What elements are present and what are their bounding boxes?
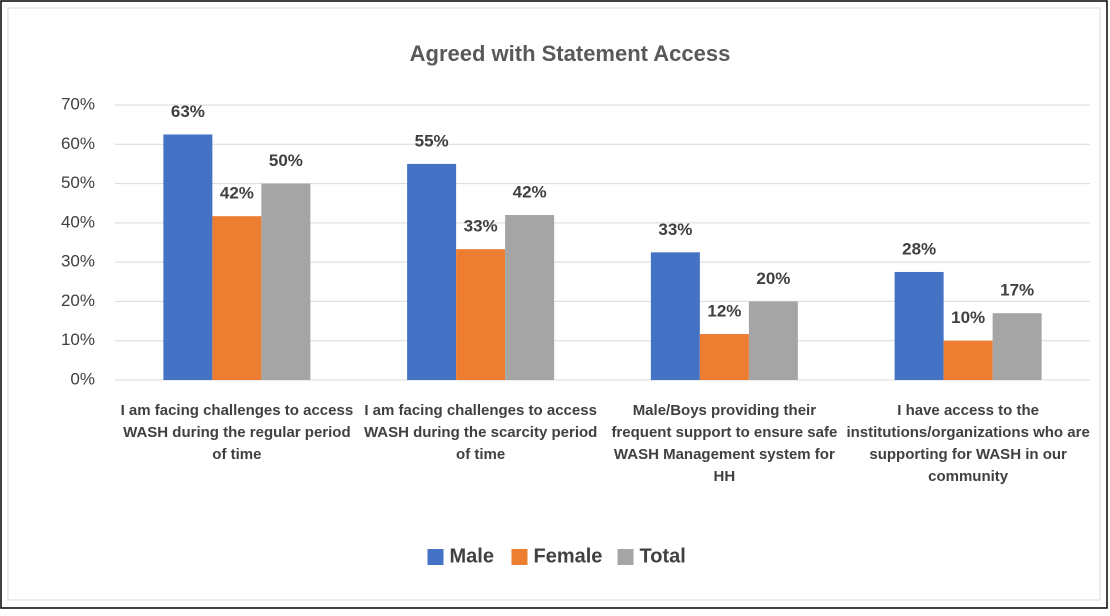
x-tick-label: Male/Boys providing their frequent suppo… (611, 402, 838, 485)
x-tick-label: I am facing challenges to access WASH du… (120, 402, 354, 463)
data-label: 33% (658, 220, 692, 239)
chart-frame (7, 7, 1101, 601)
bar (261, 183, 311, 380)
data-label: 33% (464, 217, 498, 236)
x-tick-label: I have access to the institutions/organi… (846, 402, 1090, 485)
data-label: 55% (415, 131, 449, 150)
bar (212, 216, 262, 380)
legend-label: Male (450, 545, 494, 567)
data-label: 12% (707, 302, 741, 321)
legend-label: Female (534, 545, 603, 567)
chart-title: Agreed with Statement Access (410, 41, 731, 66)
data-label: 42% (513, 182, 547, 201)
bar (505, 215, 555, 380)
legend-swatch (617, 549, 634, 565)
data-label: 20% (756, 269, 790, 288)
y-tick-label: 0% (70, 369, 95, 388)
x-tick-label-box: Male/Boys providing their frequent suppo… (611, 402, 838, 485)
y-tick-label: 70% (61, 94, 95, 113)
data-label: 28% (902, 239, 936, 258)
x-tick-label-box: I am facing challenges to access WASH du… (363, 402, 598, 463)
bar (456, 249, 506, 380)
bar (699, 334, 749, 380)
data-label: 50% (269, 151, 303, 170)
bar (992, 313, 1042, 380)
bar (407, 163, 457, 380)
bar (894, 271, 944, 380)
data-label: 17% (1000, 281, 1034, 300)
x-tick-label-box: I have access to the institutions/organi… (846, 402, 1090, 485)
y-tick-label: 30% (61, 252, 95, 271)
y-tick-label: 60% (61, 134, 95, 153)
data-label: 42% (220, 184, 254, 203)
legend-swatch (427, 549, 444, 565)
data-label: 63% (171, 102, 205, 121)
x-tick-label: I am facing challenges to access WASH du… (363, 402, 598, 463)
bar (650, 252, 700, 380)
y-tick-label: 20% (61, 291, 95, 310)
legend-swatch (511, 549, 528, 565)
bar (163, 134, 213, 380)
x-tick-label-box: I am facing challenges to access WASH du… (120, 402, 354, 463)
legend-label: Total (640, 545, 686, 567)
bar (748, 301, 798, 380)
y-tick-label: 40% (61, 212, 95, 231)
data-label: 10% (951, 308, 985, 327)
y-tick-label: 50% (61, 173, 95, 192)
bar (943, 340, 993, 380)
y-tick-label: 10% (61, 330, 95, 349)
